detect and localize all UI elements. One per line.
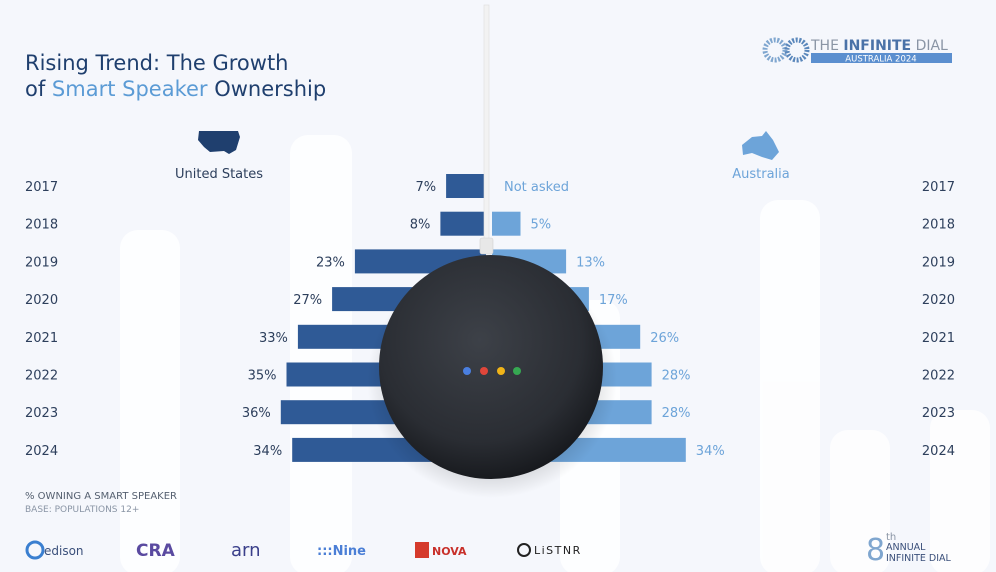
sponsor-edison: edison (44, 544, 84, 558)
sponsor-arn: arn (231, 540, 261, 561)
listnr-logo-icon (517, 543, 531, 557)
year-label-right: 2018 (922, 218, 955, 233)
bar-us-2018 (440, 211, 486, 236)
nova-logo-icon (415, 542, 429, 558)
year-label-right: 2019 (922, 255, 955, 270)
background-decor (120, 135, 990, 572)
svg-text:AUSTRALIA 2024: AUSTRALIA 2024 (845, 55, 916, 65)
bar-us-2017 (446, 174, 486, 198)
year-label-right: 2017 (922, 180, 955, 195)
year-label-left: 2019 (25, 255, 58, 270)
edison-logo-icon (25, 540, 45, 560)
value-label-us: 35% (248, 369, 277, 384)
svg-text:THE INFINITE DIAL: THE INFINITE DIAL (810, 38, 948, 54)
value-label-au: Not asked (504, 180, 569, 195)
australia-map-icon (742, 131, 779, 160)
bar-au-2018 (492, 211, 521, 236)
smart-speaker-image (379, 255, 603, 479)
value-label-us: 34% (253, 444, 282, 459)
year-label-right: 2024 (922, 444, 955, 459)
value-label-au: 28% (662, 369, 691, 384)
value-label-us: 7% (415, 180, 436, 195)
value-label-us: 33% (259, 331, 288, 346)
year-label-left: 2020 (25, 293, 58, 308)
sponsor-listnr: LiSTNR (534, 544, 582, 557)
usa-map-icon (198, 131, 240, 154)
year-label-left: 2023 (25, 406, 58, 421)
value-label-us: 23% (316, 255, 345, 270)
value-label-us: 36% (242, 406, 271, 421)
sponsor-logos: edison CRA arn :::Nine NOVA LiSTNR (25, 540, 582, 561)
footnote-base: BASE: POPULATIONS 12+ (25, 505, 139, 515)
value-label-au: 26% (650, 331, 679, 346)
value-label-us: 27% (293, 293, 322, 308)
sponsor-nova: NOVA (432, 545, 467, 558)
speaker-cable (483, 4, 490, 241)
svg-text:8: 8 (866, 533, 885, 568)
value-label-au: 34% (696, 444, 725, 459)
legend-us: United States (175, 167, 263, 182)
year-label-left: 2022 (25, 369, 58, 384)
year-label-left: 2018 (25, 218, 58, 233)
speaker-lights (463, 367, 521, 375)
title-line2: of Smart Speaker Ownership (25, 77, 326, 101)
year-label-right: 2021 (922, 331, 955, 346)
sponsor-nine: :::Nine (317, 544, 366, 559)
svg-text:INFINITE DIAL: INFINITE DIAL (886, 553, 952, 564)
year-label-left: 2024 (25, 444, 58, 459)
title-line1: Rising Trend: The Growth (25, 51, 288, 75)
year-label-right: 2023 (922, 406, 955, 421)
year-label-left: 2017 (25, 180, 58, 195)
annual-badge: 8 th ANNUAL INFINITE DIAL (866, 532, 952, 568)
infinite-dial-logo: THE INFINITE DIAL AUSTRALIA 2024 (762, 37, 952, 65)
year-label-right: 2022 (922, 369, 955, 384)
value-label-au: 5% (531, 218, 552, 233)
svg-text:th: th (886, 532, 896, 543)
svg-text:ANNUAL: ANNUAL (886, 542, 926, 553)
cable-plug (479, 237, 494, 255)
value-label-us: 8% (410, 218, 431, 233)
legend-au: Australia (732, 167, 790, 182)
value-label-au: 28% (662, 406, 691, 421)
year-label-right: 2020 (922, 293, 955, 308)
value-label-au: 13% (576, 255, 605, 270)
footnote-measure: % OWNING A SMART SPEAKER (25, 491, 177, 502)
sponsor-cra: CRA (136, 541, 176, 561)
value-label-au: 17% (599, 293, 628, 308)
year-label-left: 2021 (25, 331, 58, 346)
